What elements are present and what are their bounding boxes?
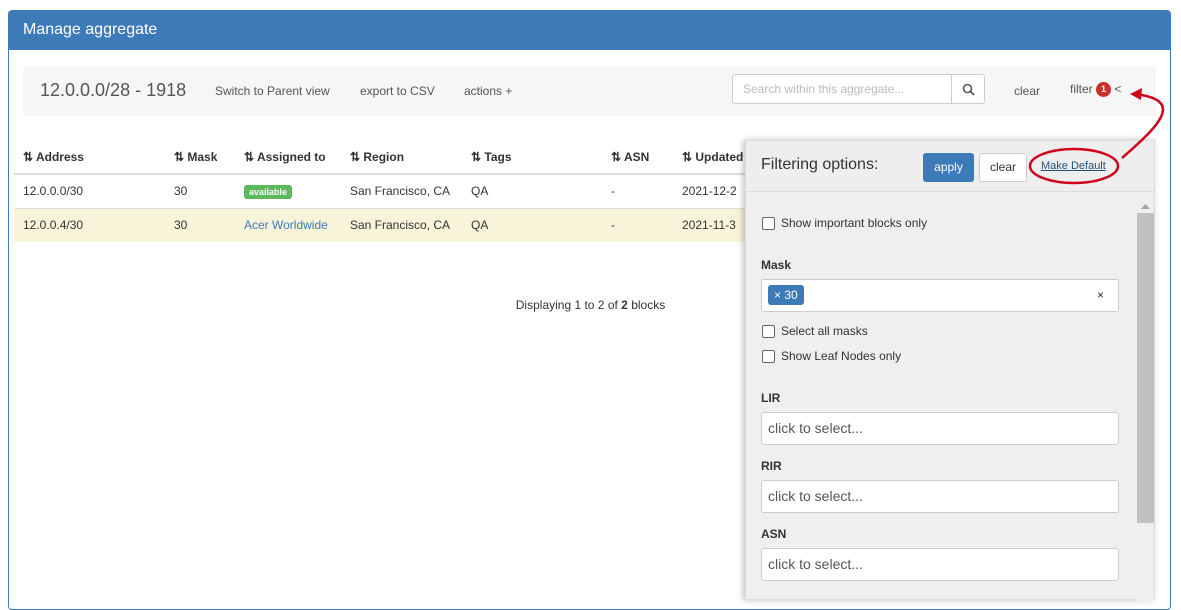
filter-toggle[interactable]: filter 1 < bbox=[1070, 82, 1122, 98]
toolbar: 12.0.0.0/28 - 1918 Switch to Parent view… bbox=[23, 66, 1156, 116]
filter-count-badge: 1 bbox=[1096, 82, 1112, 98]
column-asn[interactable]: ⇅ ASN bbox=[602, 140, 673, 175]
filter-panel-header: Filtering options: apply clear Make Defa… bbox=[746, 141, 1154, 192]
asn-label: ASN bbox=[761, 527, 787, 541]
actions-menu[interactable]: actions + bbox=[464, 84, 513, 98]
chevron-left-icon: < bbox=[1114, 82, 1122, 96]
switch-parent-link[interactable]: Switch to Parent view bbox=[215, 84, 330, 98]
important-only-checkbox[interactable]: Show important blocks only bbox=[762, 216, 927, 231]
filter-panel: Filtering options: apply clear Make Defa… bbox=[745, 140, 1155, 601]
column-region[interactable]: ⇅ Region bbox=[341, 140, 462, 175]
export-csv-link[interactable]: export to CSV bbox=[360, 84, 435, 98]
column-address[interactable]: ⇅ Address bbox=[14, 140, 165, 175]
lir-label: LIR bbox=[761, 391, 781, 405]
search-button[interactable] bbox=[952, 75, 985, 103]
asn-select[interactable]: click to select... bbox=[761, 548, 1119, 581]
make-default-link[interactable]: Make Default bbox=[1041, 160, 1106, 172]
search-icon bbox=[962, 83, 975, 96]
aggregate-title: 12.0.0.0/28 - 1918 bbox=[40, 80, 187, 100]
column-tags[interactable]: ⇅ Tags bbox=[462, 140, 602, 175]
mask-label: Mask bbox=[761, 258, 792, 272]
clear-search-link[interactable]: clear bbox=[1014, 84, 1041, 98]
page-title: Manage aggregate bbox=[9, 11, 1170, 50]
pagination-info: Displaying 1 to 2 of 2 blocks bbox=[515, 298, 666, 312]
search-box bbox=[732, 74, 985, 104]
clear-filter-button[interactable]: clear bbox=[979, 153, 1027, 182]
select-all-masks-checkbox[interactable]: Select all masks bbox=[762, 324, 868, 339]
mask-select[interactable]: × 30 × bbox=[761, 279, 1119, 312]
status-badge: available bbox=[244, 185, 293, 200]
lir-select[interactable]: click to select... bbox=[761, 412, 1119, 445]
filter-label: filter bbox=[1070, 82, 1093, 96]
leaf-only-checkbox[interactable]: Show Leaf Nodes only bbox=[762, 349, 901, 364]
column-mask[interactable]: ⇅ Mask bbox=[165, 140, 235, 175]
apply-button[interactable]: apply bbox=[923, 153, 974, 182]
filter-panel-title: Filtering options: bbox=[761, 156, 879, 173]
mask-tag[interactable]: × 30 bbox=[768, 285, 804, 305]
clear-mask-icon[interactable]: × bbox=[1096, 288, 1104, 302]
rir-select[interactable]: click to select... bbox=[761, 480, 1119, 513]
search-input[interactable] bbox=[733, 75, 952, 103]
assigned-link[interactable]: Acer Worldwide bbox=[244, 218, 328, 233]
scroll-up-icon[interactable] bbox=[1137, 199, 1154, 214]
rir-label: RIR bbox=[761, 459, 782, 473]
scrollbar-thumb[interactable] bbox=[1137, 213, 1154, 523]
column-assigned[interactable]: ⇅ Assigned to bbox=[235, 140, 341, 175]
